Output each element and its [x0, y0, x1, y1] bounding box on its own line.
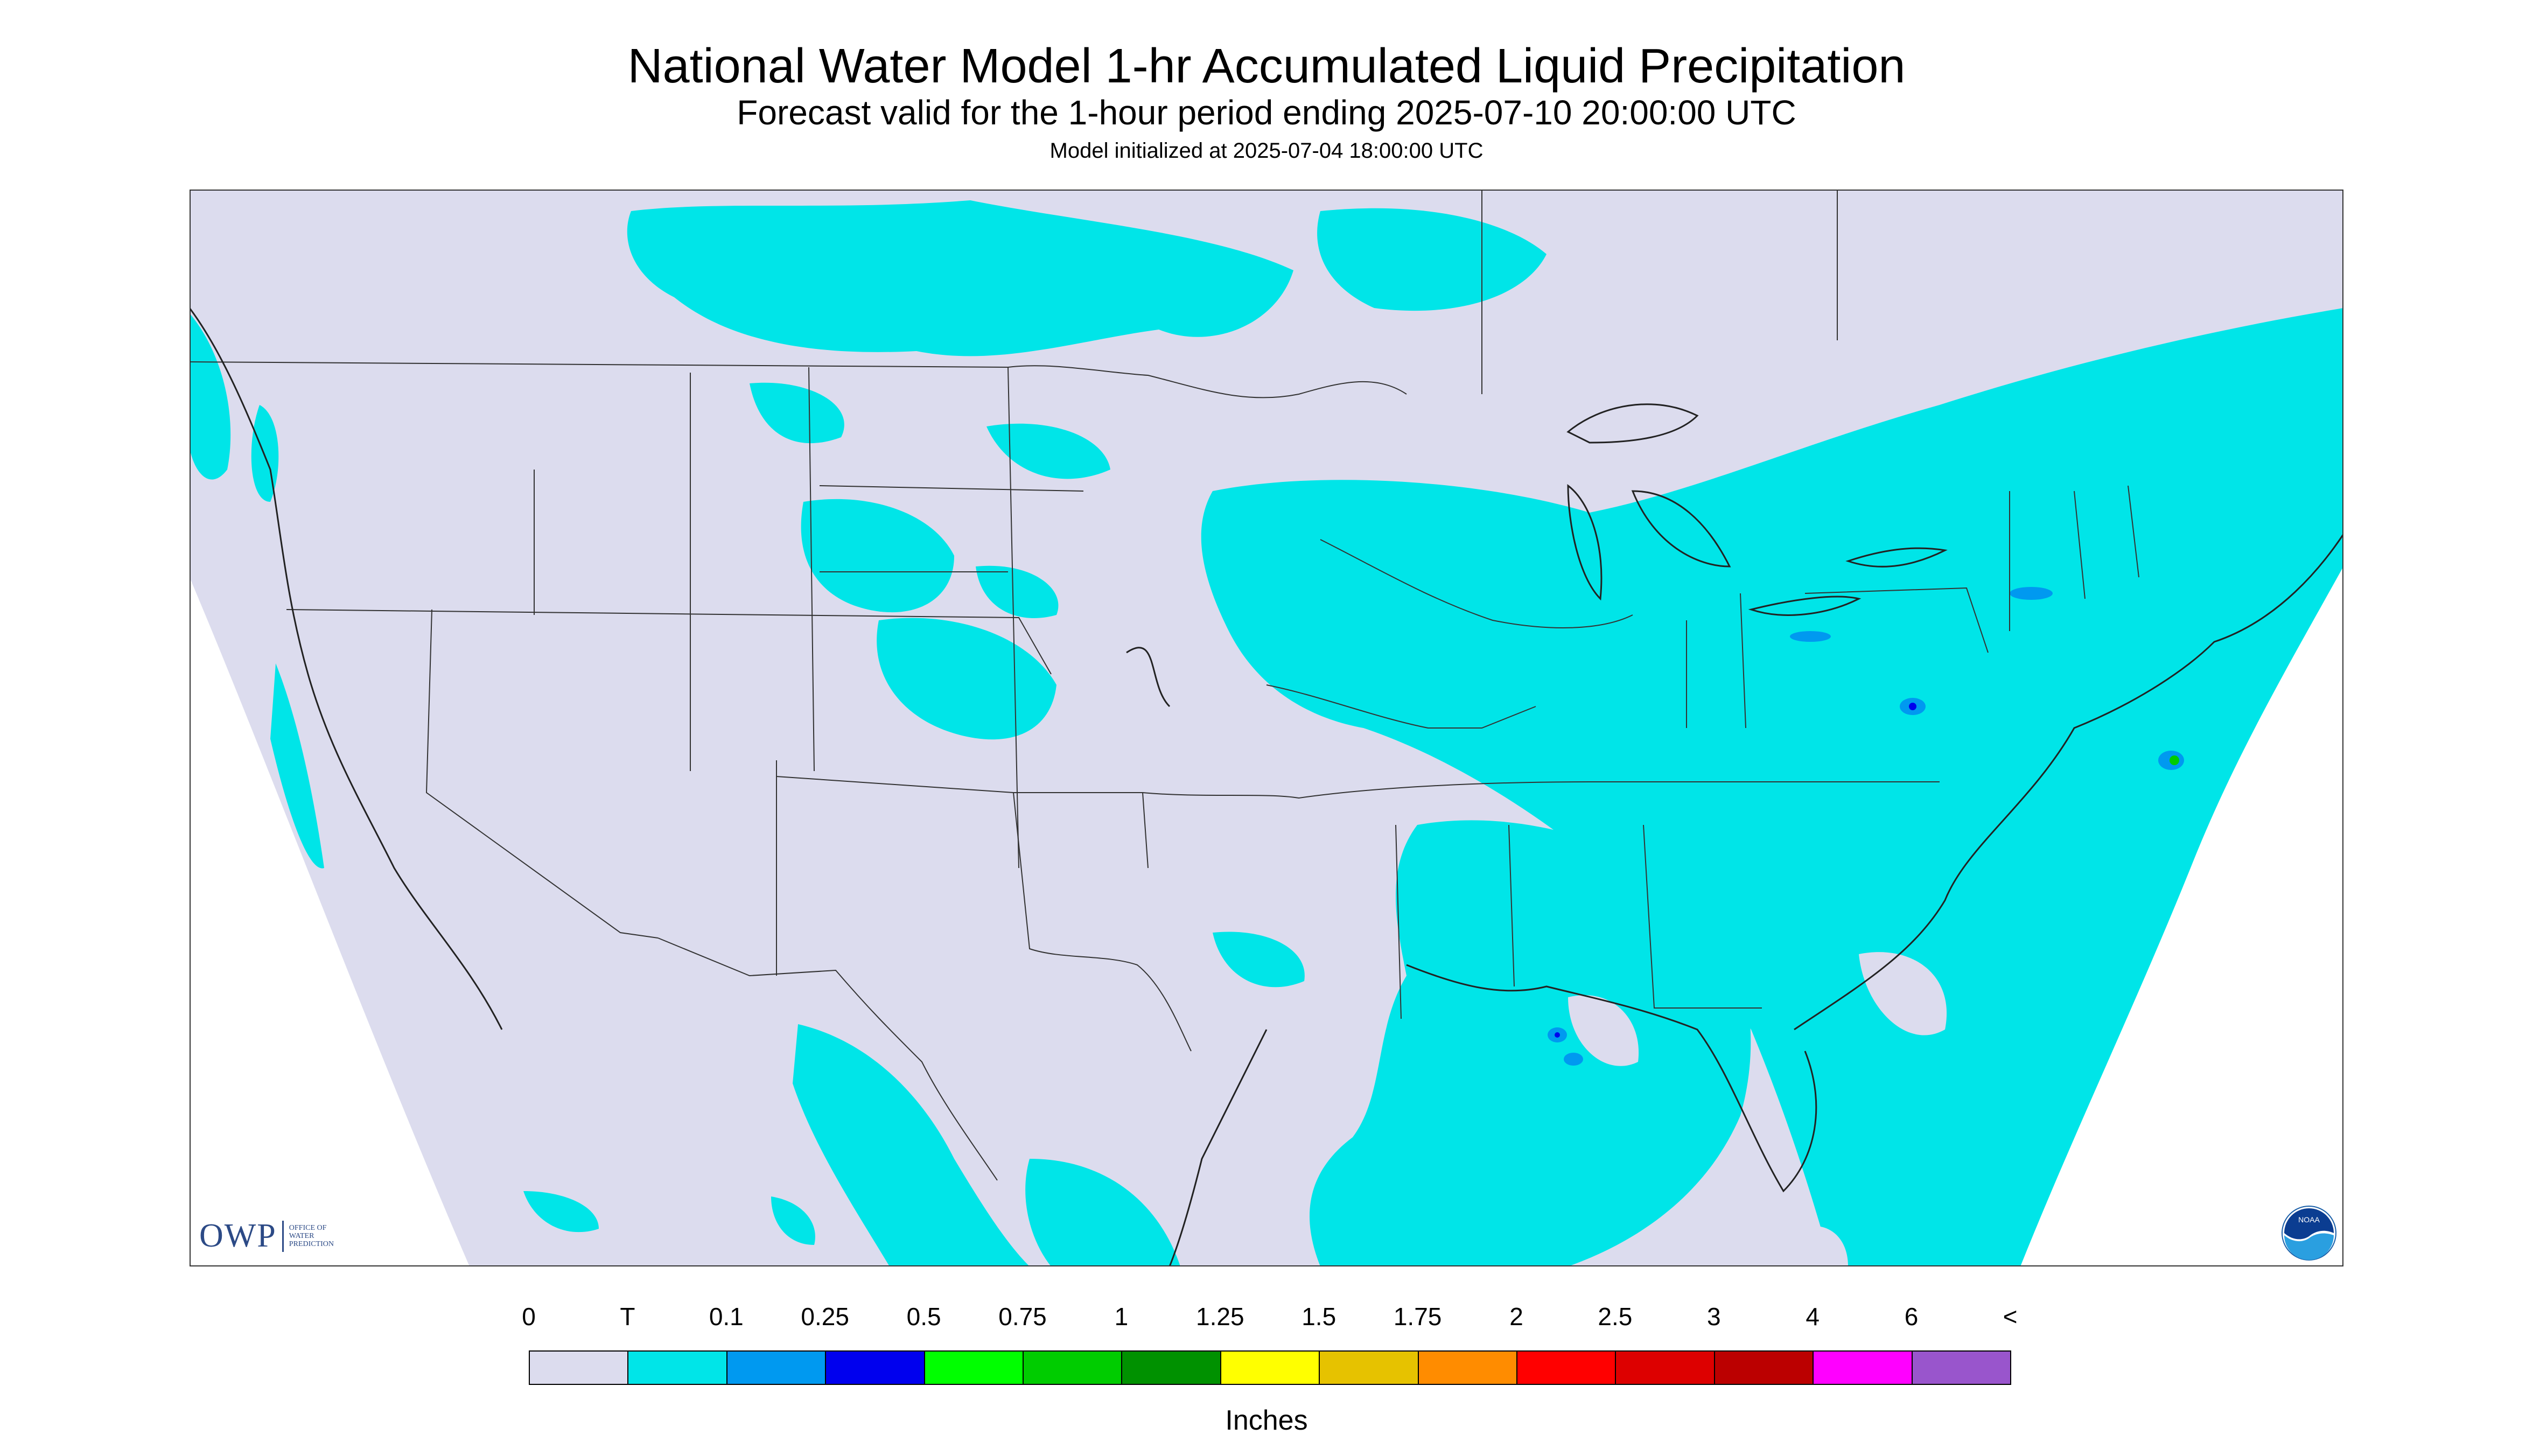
owp-logo-text: OFFICE OF WATER PREDICTION	[289, 1224, 334, 1248]
heavier-precip-spots	[1548, 587, 2184, 1066]
legend-label-11: 2.5	[1598, 1303, 1633, 1331]
coastlines	[190, 307, 2343, 1266]
legend-label-8: 1.5	[1302, 1303, 1337, 1331]
map-border	[190, 190, 2343, 1266]
map-title: National Water Model 1-hr Accumulated Li…	[627, 39, 1906, 93]
legend-swatch-10	[1516, 1350, 1617, 1385]
legend-swatch-14	[1911, 1350, 2011, 1385]
legend-label-13: 4	[1806, 1303, 1820, 1331]
legend-swatch-5	[1023, 1350, 1123, 1385]
legend-label-10: 2	[1509, 1303, 1523, 1331]
map-subtitle: Forecast valid for the 1-hour period end…	[737, 93, 1796, 132]
legend-swatch-6	[1121, 1350, 1221, 1385]
legend-swatch-4	[923, 1350, 1024, 1385]
owp-logo: OWP OFFICE OF WATER PREDICTION	[199, 1217, 334, 1255]
owp-logo-letters: OWP	[199, 1217, 277, 1254]
trace-precip-areas	[190, 200, 2343, 1266]
legend-swatch-2	[726, 1350, 827, 1385]
noaa-logo-icon: NOAA	[2282, 1206, 2336, 1261]
legend-label-0: 0	[522, 1303, 536, 1331]
legend-label-9: 1.75	[1393, 1303, 1442, 1331]
legend-label-3: 0.25	[801, 1303, 849, 1331]
legend-swatch-11	[1615, 1350, 1715, 1385]
owp-logo-divider	[282, 1220, 284, 1252]
legend-swatch-13	[1813, 1350, 1913, 1385]
legend-swatch-1	[627, 1350, 727, 1385]
legend-swatch-7	[1220, 1350, 1320, 1385]
legend-swatch-3	[825, 1350, 925, 1385]
legend-label-14: 6	[1904, 1303, 1919, 1331]
legend-label-2: 0.1	[709, 1303, 744, 1331]
boundaries	[190, 190, 2139, 1181]
legend-swatch-8	[1319, 1350, 1419, 1385]
legend-swatch-9	[1417, 1350, 1517, 1385]
legend-swatch-12	[1713, 1350, 1814, 1385]
legend-label-12: 3	[1707, 1303, 1721, 1331]
legend-label-4: 0.5	[906, 1303, 941, 1331]
precipitation-map	[190, 190, 2343, 1266]
legend-units: Inches	[1225, 1405, 1308, 1436]
legend-label-5: 0.75	[998, 1303, 1047, 1331]
legend-label-1: T	[620, 1303, 635, 1331]
svg-text:NOAA: NOAA	[2298, 1215, 2320, 1224]
legend-label-7: 1.25	[1196, 1303, 1244, 1331]
clear-gaps	[1568, 952, 1947, 1266]
legend-swatch-0	[529, 1350, 629, 1385]
model-init-line: Model initialized at 2025-07-04 18:00:00…	[1049, 139, 1484, 163]
legend-label-15: <	[2003, 1303, 2018, 1331]
legend-label-6: 1	[1114, 1303, 1129, 1331]
